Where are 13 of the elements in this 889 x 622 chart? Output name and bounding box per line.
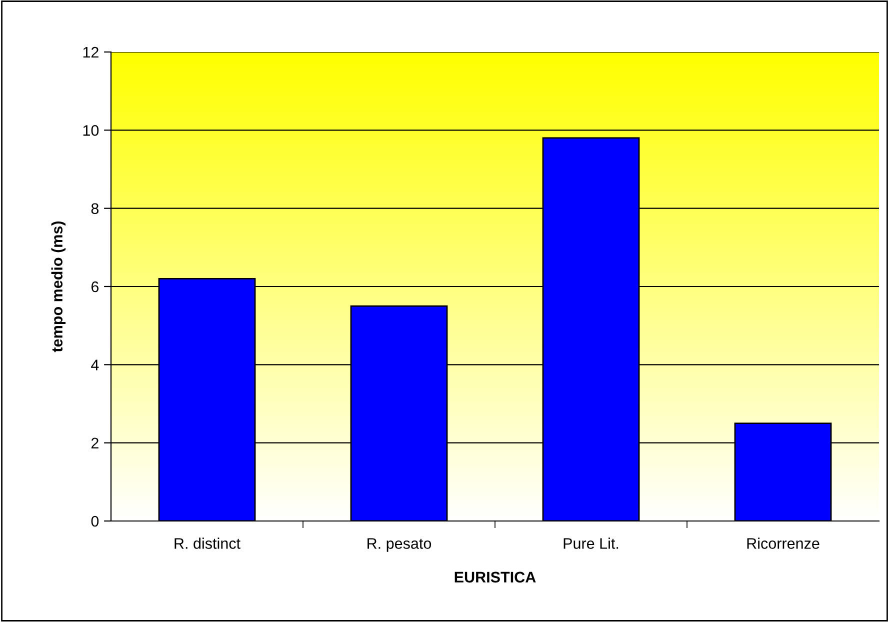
x-tick-label: R. distinct — [174, 538, 240, 549]
y-tick-label: 4 — [91, 360, 99, 370]
y-tick-label: 6 — [91, 281, 99, 292]
y-tick-label: 0 — [91, 516, 99, 527]
x-axis-title: EURISTICA — [454, 572, 536, 583]
x-tick-label: Ricorrenze — [747, 538, 820, 549]
y-tick-label: 8 — [91, 203, 99, 214]
y-tick-label: 2 — [91, 438, 98, 448]
y-tick-label: 12 — [83, 46, 98, 58]
x-tick-label: R. pesato — [368, 538, 432, 552]
y-tick-label: 10 — [83, 125, 99, 136]
x-tick-label: Pure Lit. — [564, 538, 618, 549]
y-axis-title: tempo medio (ms) — [51, 221, 66, 352]
